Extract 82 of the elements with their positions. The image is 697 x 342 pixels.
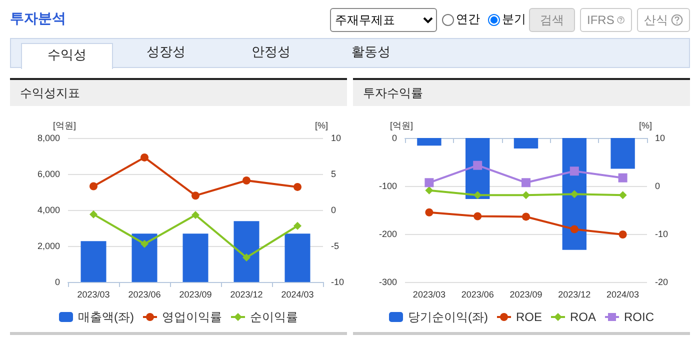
point (570, 166, 579, 176)
point (473, 160, 482, 170)
y2-axis-title: [%] (314, 120, 328, 130)
y-axis-title: [억원] (52, 120, 76, 130)
legend-label: ROE (516, 310, 542, 324)
x-tick-label: 2024/03 (281, 290, 314, 300)
legend-label: ROA (570, 310, 596, 324)
y2-tick-label: -10 (330, 277, 344, 287)
bar (132, 234, 158, 282)
point (192, 192, 200, 200)
point (140, 240, 148, 248)
x-tick-label: 2023/12 (558, 290, 591, 300)
point (425, 186, 434, 194)
bar (234, 221, 260, 282)
y-tick-label: 4,000 (37, 205, 60, 215)
x-tick-label: 2024/03 (606, 290, 640, 300)
legend-label: ROIC (624, 310, 654, 324)
point (522, 178, 530, 188)
y-axis-title: [억원] (390, 120, 413, 130)
x-tick-label: 2023/03 (412, 290, 446, 300)
legend-label: 당기순이익(좌) (408, 310, 488, 324)
point (90, 210, 98, 218)
text: 주재무제표 (330, 8, 437, 32)
chart-title: 수익성지표 (10, 80, 347, 106)
y2-tick-label: 0 (330, 205, 336, 215)
point (474, 212, 482, 220)
point (294, 182, 302, 191)
y-tick-label: -200 (378, 229, 397, 239)
text: 활동성 (350, 44, 392, 62)
y-tick-label: 2,000 (37, 241, 60, 251)
y2-tick-label: 0 (655, 181, 660, 191)
y-tick-label: -300 (378, 277, 397, 287)
point (522, 191, 530, 200)
point (618, 230, 627, 238)
bar (80, 241, 106, 282)
x-tick-label: 2023/06 (461, 290, 494, 300)
point (293, 222, 302, 230)
y2-axis-title: [%] (639, 120, 652, 130)
point (522, 212, 530, 221)
point (570, 225, 578, 234)
y2-tick-label: 10 (655, 133, 666, 143)
point (90, 182, 98, 190)
point (474, 191, 482, 200)
text: 분기 (502, 11, 526, 28)
text: 산식 (644, 12, 668, 28)
text: 투자분석 (10, 10, 66, 28)
point (425, 208, 434, 216)
point (570, 190, 578, 198)
point (242, 254, 250, 262)
point (424, 178, 434, 188)
y2-tick-label: 5 (330, 169, 336, 179)
text: IFRS (587, 13, 614, 27)
chart-title: 투자수익률 (353, 80, 690, 106)
point (618, 173, 628, 182)
text: 안정성 (250, 44, 292, 62)
y-tick-label: 8,000 (37, 133, 60, 143)
point (140, 153, 148, 162)
y2-tick-label: -5 (330, 241, 340, 251)
text: 검색 (529, 8, 575, 32)
y-tick-label: -100 (378, 181, 397, 191)
y2-tick-label: 10 (330, 133, 342, 143)
y-tick-label: 0 (392, 133, 397, 143)
y2-tick-label: -20 (655, 277, 668, 287)
y2-tick-label: -10 (655, 229, 668, 239)
point (618, 191, 627, 200)
x-tick-label: 2023/03 (77, 290, 110, 300)
x-tick-label: 2023/09 (179, 290, 212, 300)
x-tick-label: 2023/09 (510, 290, 542, 300)
point (242, 176, 250, 184)
text: 연간 (456, 11, 480, 28)
legend-label: 순이익률 (250, 310, 298, 324)
bar (182, 234, 208, 282)
text: 성장성 (146, 44, 186, 62)
y-tick-label: 0 (54, 277, 60, 287)
legend-label: 매출액(좌) (78, 310, 134, 324)
bar (284, 234, 310, 282)
x-tick-label: 2023/06 (128, 290, 161, 300)
text: 수익성 (21, 43, 113, 69)
y-tick-label: 6,000 (37, 169, 60, 179)
x-tick-label: 2023/12 (230, 290, 263, 300)
point (191, 211, 200, 220)
legend-label: 영업이익률 (162, 310, 222, 324)
